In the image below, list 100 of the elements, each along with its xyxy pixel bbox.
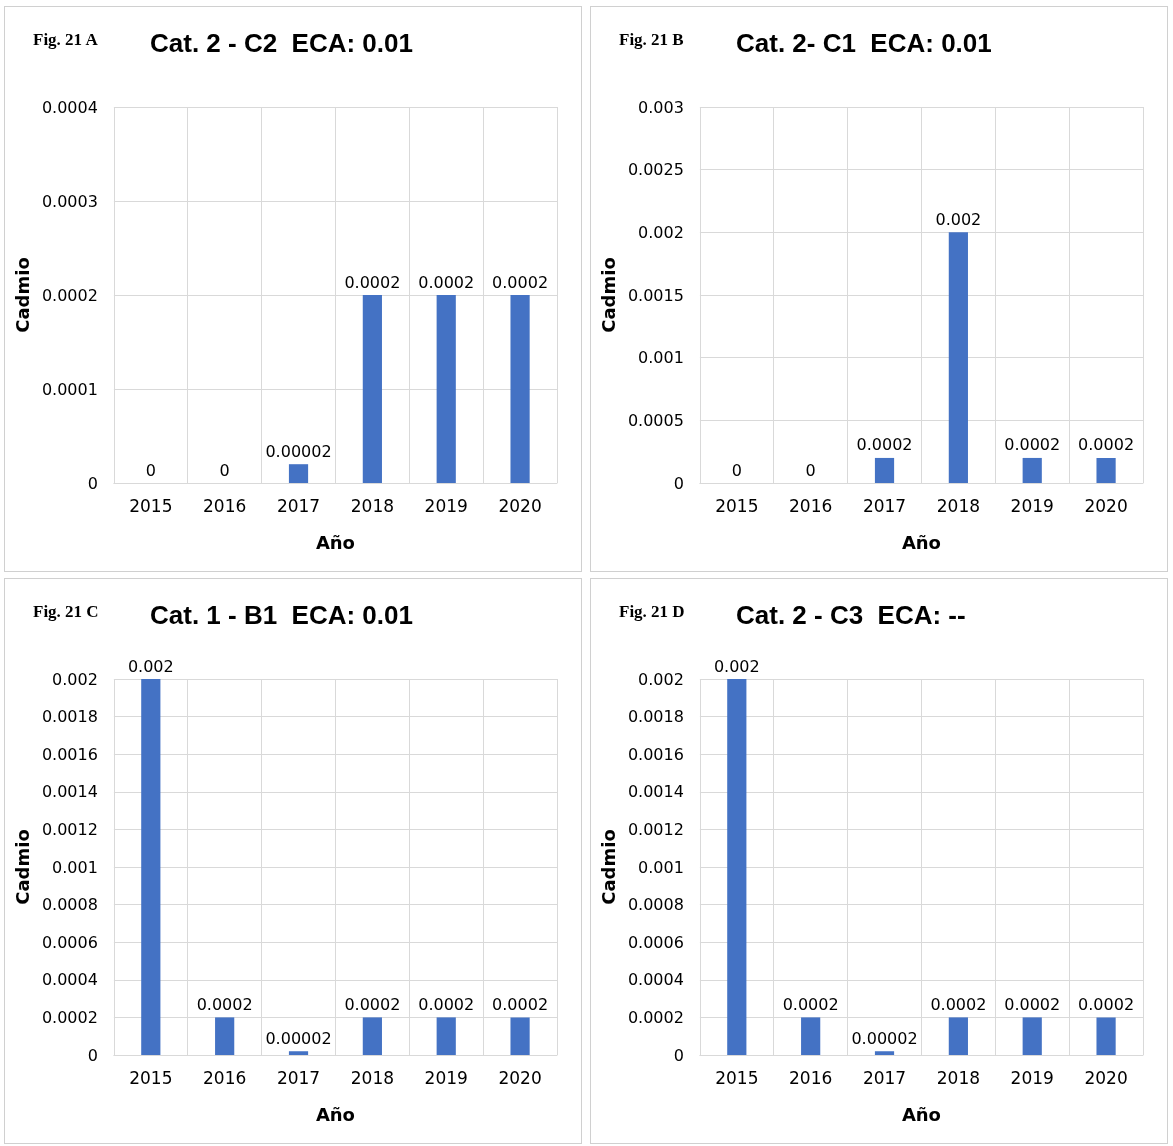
y-axis-title: Cadmio [11, 829, 33, 905]
x-tick-label: 2016 [203, 495, 247, 516]
x-tick-label: 2016 [789, 495, 833, 516]
y-tick-label: 0 [87, 473, 98, 493]
bar [1022, 1017, 1042, 1055]
data-label: 0.0002 [344, 994, 401, 1014]
y-tick-label: 0.0025 [627, 160, 684, 180]
y-tick-label: 0.0018 [41, 707, 98, 727]
y-tick-label: 0.0016 [627, 744, 684, 764]
caption: Fig. 21 D [619, 602, 685, 621]
data-label: 0.0002 [418, 994, 475, 1014]
data-label: 0.0002 [1004, 435, 1061, 455]
x-axis-title: Año [315, 531, 355, 553]
data-label: 0.00002 [265, 1028, 332, 1048]
y-tick-label: 0.0012 [41, 819, 98, 839]
data-label: 0.0002 [344, 272, 401, 292]
x-tick-label: 2015 [129, 1067, 173, 1088]
bar [874, 1051, 895, 1055]
y-tick-label: 0.0006 [627, 932, 684, 952]
x-tick-label: 2019 [424, 495, 468, 516]
x-tick-label: 2016 [203, 1067, 247, 1088]
x-tick-label: 2017 [862, 1067, 907, 1088]
x-tick-label: 2019 [424, 1067, 468, 1088]
data-label: 0.0002 [782, 994, 839, 1014]
y-tick-label: 0.002 [638, 669, 684, 689]
bar [436, 1017, 456, 1055]
y-tick-label: 0.0004 [627, 970, 684, 990]
y-tick-label: 0.0004 [41, 97, 98, 117]
x-tick-label: 2018 [936, 1067, 980, 1088]
y-axis-title: Cadmio [597, 257, 619, 333]
x-tick-label: 2020 [498, 495, 542, 516]
chart-title: Cat. 1 - B1 ECA: 0.01 [150, 600, 413, 630]
y-tick-label: 0.0012 [627, 819, 684, 839]
data-label: 0.0002 [196, 994, 253, 1014]
y-axis-title: Cadmio [597, 829, 619, 905]
y-tick-label: 0.0008 [627, 895, 684, 915]
x-tick-label: 2017 [862, 495, 907, 516]
x-tick-label: 2020 [1084, 1067, 1128, 1088]
caption: Fig. 21 C [33, 602, 99, 621]
y-tick-label: 0.001 [638, 857, 684, 877]
data-label: 0.0002 [1004, 994, 1061, 1014]
x-tick-label: 2020 [498, 1067, 542, 1088]
x-tick-label: 2019 [1010, 495, 1054, 516]
data-label: 0.0002 [856, 435, 913, 455]
y-tick-label: 0.0002 [627, 1007, 684, 1027]
data-label: 0 [219, 460, 230, 480]
data-label: 0 [145, 460, 156, 480]
chart-title: Cat. 2 - C2 ECA: 0.01 [150, 28, 413, 58]
caption: Fig. 21 A [33, 30, 99, 49]
chart-title: Cat. 2- C1 ECA: 0.01 [736, 28, 992, 58]
y-tick-label: 0.0018 [627, 707, 684, 727]
data-label: 0 [805, 460, 816, 480]
y-tick-label: 0.001 [52, 857, 98, 877]
bar [948, 1017, 968, 1055]
data-label: 0.0002 [492, 272, 549, 292]
x-tick-label: 2018 [350, 1067, 394, 1088]
y-tick-label: 0.0002 [41, 1007, 98, 1027]
y-tick-label: 0.0001 [41, 379, 98, 399]
x-tick-label: 2017 [276, 1067, 321, 1088]
x-tick-label: 2015 [715, 1067, 759, 1088]
data-label: 0.0002 [1078, 994, 1135, 1014]
bar [288, 1051, 309, 1055]
data-label: 0.0002 [418, 272, 475, 292]
y-tick-label: 0.002 [638, 222, 684, 242]
x-axis-title: Año [901, 1103, 941, 1125]
x-axis-title: Año [315, 1103, 355, 1125]
x-tick-label: 2020 [1084, 495, 1128, 516]
chart-title: Cat. 2 - C3 ECA: -- [736, 600, 966, 630]
y-tick-label: 0.002 [52, 669, 98, 689]
bar [727, 679, 747, 1055]
y-tick-label: 0.0005 [627, 410, 684, 430]
y-tick-label: 0.0006 [41, 932, 98, 952]
y-tick-label: 0 [87, 1045, 98, 1065]
x-tick-label: 2018 [350, 495, 394, 516]
x-tick-label: 2015 [715, 495, 759, 516]
y-tick-label: 0.001 [638, 348, 684, 368]
data-label: 0.002 [127, 656, 174, 676]
bar [1096, 1017, 1116, 1055]
y-tick-label: 0.0014 [41, 782, 98, 802]
y-tick-label: 0.0004 [41, 970, 98, 990]
y-tick-label: 0 [673, 1045, 684, 1065]
y-tick-label: 0.0008 [41, 895, 98, 915]
x-axis-title: Año [901, 531, 941, 553]
x-tick-label: 2019 [1010, 1067, 1054, 1088]
y-tick-label: 0.0002 [41, 285, 98, 305]
bar [801, 1017, 821, 1055]
caption: Fig. 21 B [619, 30, 684, 49]
data-label: 0.0002 [1078, 435, 1135, 455]
bar [510, 1017, 530, 1055]
data-label: 0 [731, 460, 742, 480]
bar [215, 1017, 235, 1055]
x-tick-label: 2016 [789, 1067, 833, 1088]
data-label: 0.00002 [851, 1028, 918, 1048]
y-tick-label: 0.003 [638, 97, 684, 117]
y-tick-label: 0.0015 [627, 285, 684, 305]
data-label: 0.002 [713, 656, 760, 676]
y-tick-label: 0.0016 [41, 744, 98, 764]
data-label: 0.00002 [265, 441, 332, 461]
bar [362, 1017, 382, 1055]
y-tick-label: 0.0003 [41, 191, 98, 211]
